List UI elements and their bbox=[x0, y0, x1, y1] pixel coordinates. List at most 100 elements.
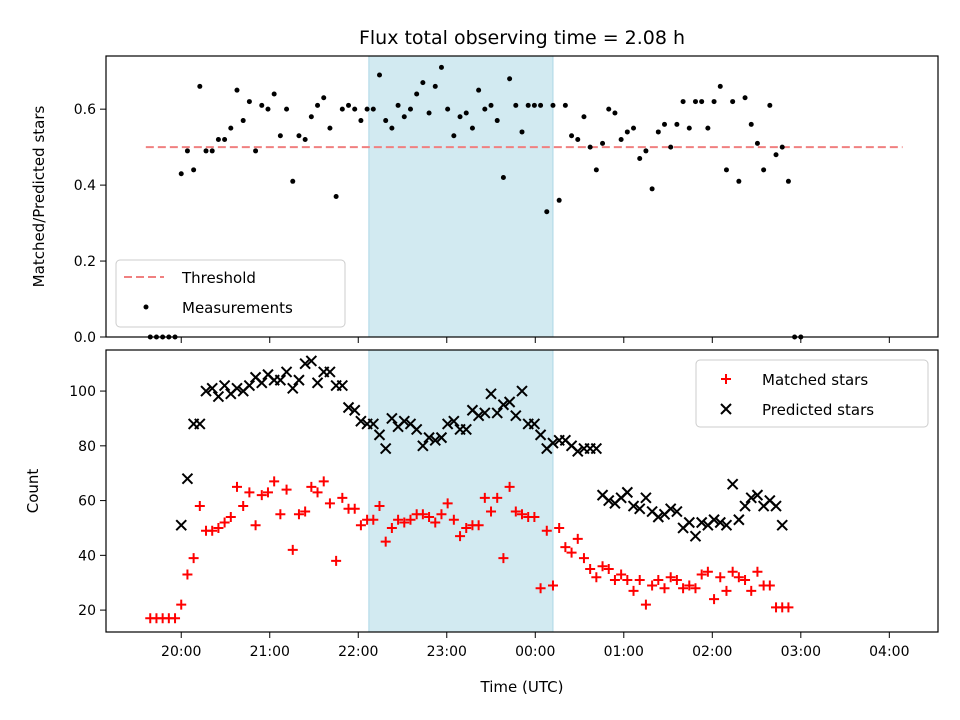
x-tick-label: 22:00 bbox=[338, 644, 378, 660]
series-measurements bbox=[147, 64, 804, 340]
data-point bbox=[281, 484, 292, 495]
data-point bbox=[407, 106, 413, 112]
data-point bbox=[531, 102, 537, 108]
data-point bbox=[689, 530, 702, 542]
data-point bbox=[510, 410, 522, 422]
data-point bbox=[370, 106, 376, 112]
data-point bbox=[423, 431, 435, 444]
data-point bbox=[287, 382, 299, 395]
data-point bbox=[634, 503, 646, 515]
series-matched-stars bbox=[145, 476, 794, 624]
data-point bbox=[293, 374, 305, 386]
data-point bbox=[653, 574, 664, 585]
data-point bbox=[293, 509, 304, 520]
data-point bbox=[528, 418, 541, 430]
data-point bbox=[640, 599, 651, 610]
data-point bbox=[426, 110, 432, 116]
y-tick-label: 80 bbox=[78, 439, 96, 455]
data-point bbox=[463, 110, 469, 116]
data-point bbox=[209, 148, 215, 154]
legend-box bbox=[695, 359, 929, 428]
data-point bbox=[207, 525, 218, 536]
data-point bbox=[486, 506, 497, 517]
data-point bbox=[609, 574, 620, 585]
data-point bbox=[308, 114, 314, 120]
data-point bbox=[445, 106, 451, 112]
x-tick-label: 21:00 bbox=[250, 644, 290, 660]
y-tick-label: 20 bbox=[78, 603, 96, 619]
data-point bbox=[358, 118, 364, 124]
data-point bbox=[455, 531, 466, 542]
x-tick-label: 03:00 bbox=[781, 644, 821, 660]
data-point bbox=[742, 95, 748, 101]
data-point bbox=[678, 583, 689, 594]
data-point bbox=[752, 566, 763, 577]
data-point bbox=[702, 566, 713, 577]
data-point bbox=[727, 566, 738, 577]
data-point bbox=[315, 102, 321, 108]
data-point bbox=[380, 536, 391, 547]
data-point bbox=[581, 114, 587, 120]
data-point bbox=[473, 520, 484, 531]
data-point bbox=[430, 517, 441, 528]
data-point bbox=[435, 431, 448, 444]
data-point bbox=[476, 87, 482, 93]
data-point bbox=[726, 478, 739, 490]
data-point bbox=[776, 519, 788, 531]
data-point bbox=[441, 418, 454, 430]
data-point bbox=[748, 121, 754, 127]
data-point bbox=[253, 148, 259, 154]
data-point bbox=[624, 129, 630, 135]
data-point bbox=[730, 99, 736, 105]
data-point bbox=[460, 423, 472, 436]
data-point bbox=[442, 498, 453, 509]
legend-measurements-swatch bbox=[143, 304, 149, 310]
y-tick-label: 60 bbox=[78, 494, 96, 510]
data-point bbox=[432, 83, 438, 89]
data-point bbox=[280, 366, 293, 378]
data-point bbox=[436, 509, 447, 520]
data-point bbox=[754, 140, 760, 146]
data-point bbox=[603, 564, 614, 575]
data-point bbox=[692, 99, 698, 105]
data-point bbox=[296, 133, 302, 139]
data-point bbox=[424, 512, 435, 523]
y-tick-label: 0.2 bbox=[74, 254, 96, 270]
data-point bbox=[525, 102, 531, 108]
data-point bbox=[203, 148, 209, 154]
data-point bbox=[410, 423, 423, 436]
data-point bbox=[736, 178, 742, 184]
data-point bbox=[461, 522, 472, 533]
data-point bbox=[761, 167, 767, 173]
data-point bbox=[733, 514, 745, 526]
data-point bbox=[503, 396, 516, 408]
data-point bbox=[696, 569, 707, 580]
observing-span bbox=[368, 349, 554, 633]
data-point bbox=[572, 533, 583, 544]
data-point bbox=[395, 102, 401, 108]
data-point bbox=[720, 519, 733, 531]
bottom-panel: 20 40 60 80 100 20:00 21:00 22:00 23:00 00:00 01:0… bbox=[24, 349, 939, 660]
data-point bbox=[355, 520, 366, 531]
data-point bbox=[457, 114, 463, 120]
chart-title: Flux total observing time = 2.08 h bbox=[359, 27, 685, 49]
data-point bbox=[262, 487, 273, 498]
data-point bbox=[331, 555, 342, 566]
legend-matched-swatch bbox=[721, 374, 731, 384]
data-point bbox=[176, 599, 187, 610]
data-point bbox=[622, 574, 633, 585]
data-point bbox=[414, 91, 420, 97]
data-point bbox=[612, 110, 618, 116]
top-panel: 0.0 0.2 0.4 0.6 Matched/Predicted stars Thres… bbox=[30, 55, 939, 346]
data-point bbox=[312, 487, 323, 498]
data-point bbox=[637, 156, 643, 162]
legend-threshold-label: Threshold bbox=[181, 269, 256, 287]
data-point bbox=[485, 388, 497, 400]
data-point bbox=[575, 137, 581, 143]
data-point bbox=[231, 481, 242, 492]
data-point bbox=[240, 118, 246, 124]
data-point bbox=[597, 561, 608, 572]
data-point bbox=[578, 553, 589, 564]
data-point bbox=[674, 121, 680, 127]
